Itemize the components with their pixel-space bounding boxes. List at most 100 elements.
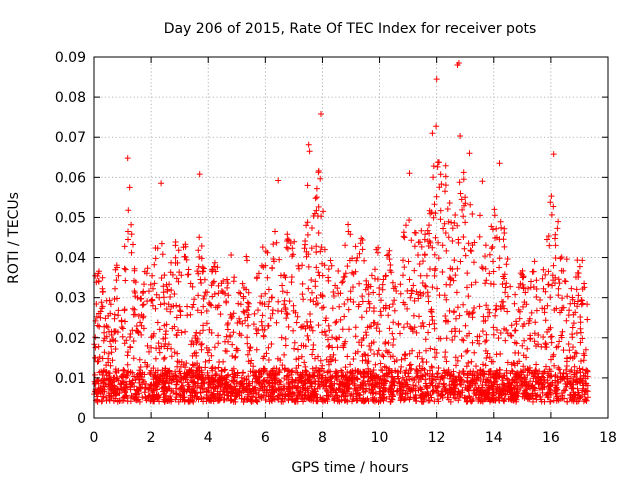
data-point xyxy=(178,384,185,391)
data-point xyxy=(206,397,213,404)
data-point xyxy=(274,392,281,399)
data-point xyxy=(476,333,483,340)
data-point xyxy=(99,274,106,281)
data-point xyxy=(140,301,147,308)
data-point xyxy=(321,246,328,253)
data-point xyxy=(462,219,469,226)
data-point xyxy=(424,289,431,296)
data-point xyxy=(449,385,455,392)
data-point xyxy=(95,358,102,365)
data-point xyxy=(234,369,241,376)
data-point xyxy=(580,357,587,364)
data-point xyxy=(118,386,124,393)
data-point xyxy=(274,379,281,386)
data-point xyxy=(550,353,556,360)
data-point xyxy=(577,339,584,346)
data-point xyxy=(438,374,445,381)
data-point xyxy=(347,392,354,399)
data-point xyxy=(185,398,192,405)
data-point xyxy=(562,380,569,387)
data-point xyxy=(167,396,174,403)
data-point xyxy=(568,385,575,392)
data-point xyxy=(546,242,553,249)
data-point xyxy=(426,238,433,245)
data-point xyxy=(430,163,437,170)
data-point xyxy=(352,382,358,389)
data-point xyxy=(457,258,464,265)
data-point xyxy=(160,356,167,362)
data-point xyxy=(489,226,496,233)
data-point xyxy=(171,323,178,330)
data-point xyxy=(308,379,315,386)
data-point xyxy=(162,331,169,338)
data-point xyxy=(344,369,351,376)
data-point xyxy=(499,395,506,402)
data-point xyxy=(381,394,388,401)
data-point xyxy=(238,332,245,339)
data-point xyxy=(425,298,432,305)
data-point xyxy=(359,353,366,360)
data-point xyxy=(101,329,108,336)
data-point xyxy=(224,284,231,291)
data-point xyxy=(381,363,388,370)
data-point xyxy=(212,365,219,372)
data-point xyxy=(415,239,422,246)
data-point xyxy=(423,347,429,354)
data-point xyxy=(499,302,506,309)
data-point xyxy=(424,370,431,377)
data-point xyxy=(490,324,497,331)
data-point xyxy=(166,281,173,288)
grid-lines xyxy=(94,57,608,418)
data-point xyxy=(520,303,526,310)
data-point xyxy=(268,372,275,379)
data-point xyxy=(158,385,165,392)
data-point xyxy=(452,212,459,218)
data-point xyxy=(156,349,163,356)
data-point xyxy=(112,346,119,352)
data-point xyxy=(94,377,100,384)
data-point xyxy=(349,269,356,276)
data-point xyxy=(558,267,565,274)
data-point xyxy=(99,372,106,378)
data-point xyxy=(460,169,467,176)
data-point xyxy=(577,369,584,376)
data-point xyxy=(199,371,206,378)
data-point xyxy=(251,310,258,317)
data-point xyxy=(152,355,159,362)
data-point xyxy=(107,362,114,369)
data-point xyxy=(211,344,218,351)
data-point xyxy=(410,282,417,289)
data-point xyxy=(327,386,334,392)
data-point xyxy=(288,279,295,286)
data-point xyxy=(270,241,277,248)
data-point xyxy=(315,230,322,236)
data-point xyxy=(435,239,442,246)
data-point xyxy=(112,285,118,292)
data-point xyxy=(380,276,387,283)
data-point xyxy=(386,304,393,311)
data-point xyxy=(175,278,182,285)
data-point xyxy=(282,342,289,349)
data-point xyxy=(162,365,169,372)
data-point xyxy=(569,294,576,301)
data-point xyxy=(140,313,147,320)
data-point xyxy=(564,398,571,405)
data-point xyxy=(118,324,125,331)
data-point xyxy=(244,391,251,398)
data-point xyxy=(574,303,581,310)
data-point xyxy=(398,363,405,370)
data-point xyxy=(325,336,331,343)
data-point xyxy=(467,247,474,254)
data-point xyxy=(215,397,222,404)
data-point xyxy=(575,398,582,405)
data-point xyxy=(245,300,252,307)
data-point xyxy=(479,389,486,396)
data-point xyxy=(385,339,392,346)
data-point xyxy=(359,237,366,243)
data-point xyxy=(516,315,523,322)
data-point xyxy=(486,354,493,361)
data-point xyxy=(175,247,182,254)
data-point xyxy=(389,330,396,337)
data-point xyxy=(366,343,373,349)
data-point xyxy=(407,323,414,330)
